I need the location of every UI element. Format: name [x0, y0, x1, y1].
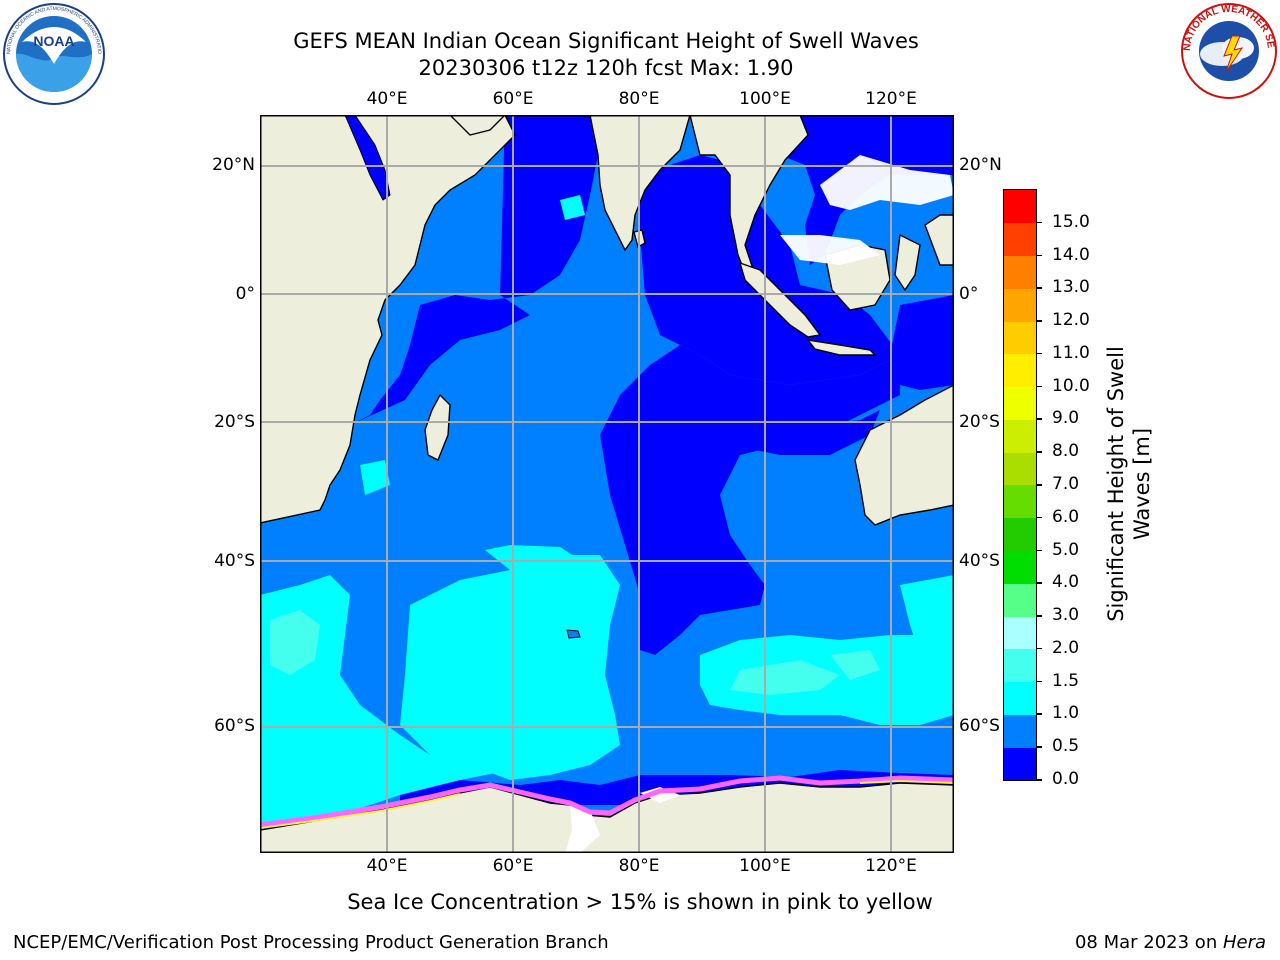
lat-tick-right-0: 0°: [959, 284, 979, 304]
lon-tick-bottom-60e: 60°E: [492, 856, 534, 876]
colorbar-tick-label: 0.5: [1052, 736, 1080, 757]
lon-tick-top-100e: 100°E: [739, 89, 791, 109]
lat-tick-left-60s: 60°S: [214, 716, 255, 736]
kerguelen-island: [566, 629, 581, 639]
lon-tick-top-80e: 80°E: [618, 89, 660, 109]
colorbar-tick-mark: [1036, 680, 1042, 683]
footer-branch: NCEP/EMC/Verification Post Processing Pr…: [13, 932, 609, 953]
colorbar-tick-mark: [1036, 221, 1042, 224]
lat-tick-right-20s: 20°S: [959, 412, 1000, 432]
colorbar-tick-mark: [1036, 352, 1042, 355]
lat-tick-left-0: 0°: [235, 284, 255, 304]
colorbar-tick-label: 4.0: [1052, 572, 1080, 593]
colorbar-segment: [1004, 386, 1036, 420]
colorbar-segment: [1004, 485, 1036, 519]
colorbar-tick-mark: [1036, 451, 1042, 453]
colorbar-segment: [1004, 747, 1036, 781]
colorbar-tick-labels: 0.0 0.5 1.0 1.5 2.0 3.0 4.0 5.0 6.0 7.0 8.0 9.0 10.0…: [1036, 189, 1096, 789]
colorbar-segment: [1004, 648, 1036, 683]
footer-machine: Hera: [1222, 932, 1266, 953]
colorbar: [1003, 189, 1037, 781]
colorbar-tick-label: 6.0: [1052, 506, 1080, 527]
noaa-logo: NOAA NATIONAL OCEANIC AND ATMOSPHERIC AD…: [2, 2, 105, 105]
colorbar-segment: [1004, 550, 1036, 584]
colorbar-tick-mark: [1036, 385, 1042, 388]
higher-swell-patches: [270, 610, 880, 695]
colorbar-tick-mark: [1036, 647, 1042, 650]
colorbar-tick-mark: [1036, 713, 1042, 715]
colorbar-tick-label: 15.0: [1052, 211, 1090, 232]
gridlines: [260, 115, 954, 853]
colorbar-tick-label: 8.0: [1052, 441, 1080, 462]
colorbar-tick-mark: [1036, 484, 1042, 486]
colorbar-segment: [1004, 714, 1036, 748]
colorbar-tick-label: 3.0: [1052, 605, 1080, 626]
lon-tick-top-40e: 40°E: [366, 89, 408, 109]
lat-tick-left-20n: 20°N: [212, 155, 255, 175]
colorbar-tick-mark: [1036, 549, 1042, 552]
colorbar-tick-mark: [1036, 418, 1042, 420]
lat-tick-right-40s: 40°S: [959, 551, 1000, 571]
colorbar-tick-label: 12.0: [1052, 310, 1090, 331]
map-title: GEFS MEAN Indian Ocean Significant Heigh…: [293, 29, 919, 53]
colorbar-tick-label: 0.0: [1052, 769, 1080, 789]
colorbar-tick-mark: [1036, 615, 1042, 617]
colorbar-segment: [1004, 353, 1036, 388]
lon-tick-top-60e: 60°E: [492, 89, 534, 109]
colorbar-tick-label: 5.0: [1052, 539, 1080, 560]
colorbar-tick-mark: [1036, 746, 1042, 748]
colorbar-segment: [1004, 616, 1036, 650]
map-frame: [260, 115, 954, 853]
colorbar-tick-label: 14.0: [1052, 244, 1090, 265]
colorbar-tick-mark: [1036, 582, 1042, 584]
svg-text:NOAA: NOAA: [33, 33, 74, 49]
lon-tick-bottom-100e: 100°E: [739, 856, 791, 876]
colorbar-tick-label: 10.0: [1052, 375, 1090, 396]
lon-tick-bottom-40e: 40°E: [366, 856, 408, 876]
nws-logo: NATIONAL WEATHER SERVICE: [1180, 2, 1277, 99]
colorbar-tick-label: 13.0: [1052, 277, 1090, 298]
footer-date: 08 Mar 2023 on Hera: [1075, 932, 1266, 953]
lat-tick-left-20s: 20°S: [214, 412, 255, 432]
map-plot: [260, 115, 954, 853]
colorbar-tick-mark: [1036, 516, 1042, 519]
colorbar-tick-label: 1.0: [1052, 703, 1080, 724]
colorbar-tick-mark: [1036, 779, 1042, 781]
colorbar-segment: [1004, 190, 1036, 224]
sea-ice-edge: [260, 775, 954, 829]
map-subtitle: 20230306 t12z 120h fcst Max: 1.90: [418, 56, 794, 80]
colorbar-tick-mark: [1036, 320, 1042, 322]
ice-white-patches: [565, 155, 954, 853]
colorbar-tick-label: 9.0: [1052, 408, 1080, 429]
colorbar-segment: [1004, 681, 1036, 715]
lon-tick-bottom-120e: 120°E: [865, 856, 917, 876]
colorbar-label-line2: Waves [m]: [1130, 427, 1154, 541]
colorbar-segment: [1004, 517, 1036, 552]
colorbar-tick-mark: [1036, 287, 1042, 289]
colorbar-label-line1: Significant Height of Swell: [1104, 346, 1128, 622]
colorbar-segment: [1004, 419, 1036, 453]
colorbar-tick-label: 2.0: [1052, 637, 1080, 658]
footer-date-text: 08 Mar 2023 on: [1074, 932, 1223, 953]
lat-tick-right-60s: 60°S: [959, 716, 1000, 736]
lat-tick-right-20n: 20°N: [959, 155, 1002, 175]
colorbar-tick-mark: [1036, 254, 1042, 257]
colorbar-segment: [1004, 255, 1036, 289]
colorbar-segment: [1004, 452, 1036, 486]
colorbar-tick-label: 7.0: [1052, 474, 1080, 494]
colorbar-segment: [1004, 288, 1036, 322]
sea-ice-caption: Sea Ice Concentration > 15% is shown in …: [347, 890, 933, 914]
colorbar-segment: [1004, 222, 1036, 257]
lon-tick-bottom-80e: 80°E: [618, 856, 660, 876]
lon-tick-top-120e: 120°E: [865, 89, 917, 109]
colorbar-segment: [1004, 321, 1036, 355]
colorbar-tick-label: 1.5: [1052, 670, 1080, 691]
colorbar-segment: [1004, 583, 1036, 617]
colorbar-tick-label: 11.0: [1052, 342, 1090, 363]
lat-tick-left-40s: 40°S: [214, 551, 255, 571]
